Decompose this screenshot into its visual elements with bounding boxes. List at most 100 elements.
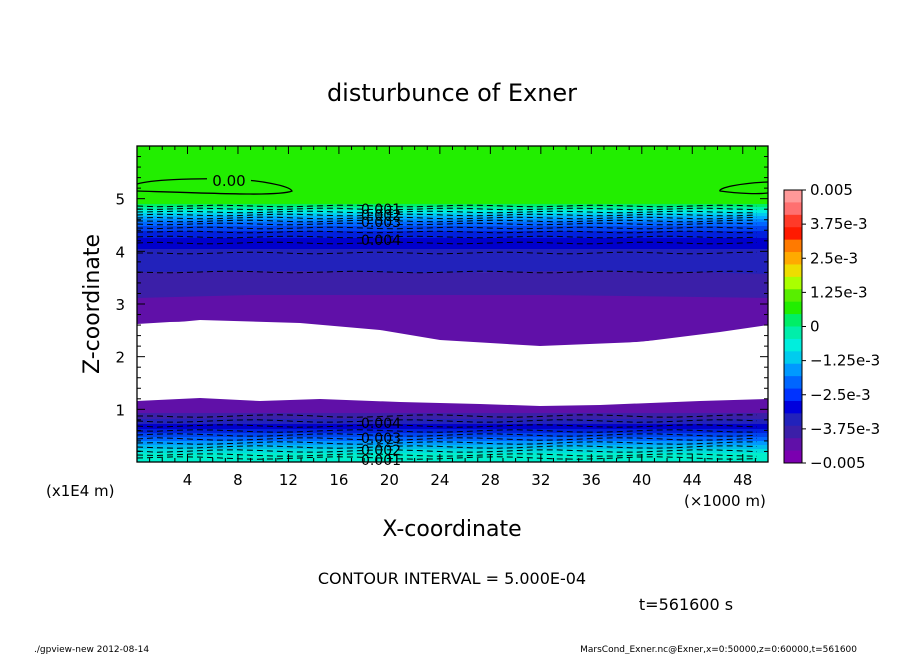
dashed-contour-bottom-10 bbox=[137, 453, 758, 457]
dashed-contour-top-4 bbox=[137, 213, 758, 217]
field-band-bottom-1 bbox=[137, 398, 768, 414]
y-axis: 1 2 3 4 5 bbox=[115, 145, 768, 463]
field-band-bottom-9 bbox=[137, 445, 768, 450]
x-axis-unit: (×1000 m) bbox=[684, 492, 766, 510]
colorbar-swatch bbox=[784, 351, 802, 365]
y-tick-label: 5 bbox=[115, 191, 125, 209]
y-tick-label: 1 bbox=[115, 401, 125, 419]
x-tick-label: 36 bbox=[582, 471, 601, 489]
y-tick-label: 3 bbox=[115, 296, 125, 314]
colorbar-label: −3.75e-3 bbox=[810, 420, 880, 438]
chart-title: disturbunce of Exner bbox=[327, 79, 577, 107]
colorbar-swatch bbox=[784, 202, 802, 216]
dashed-contour-top-13 bbox=[137, 270, 758, 274]
contour-label-top-2: 0.002 bbox=[361, 208, 401, 224]
dashed-contour-bottom-8 bbox=[137, 445, 758, 449]
colorbar-swatch bbox=[784, 239, 802, 253]
dashed-contour-bottom-11 bbox=[137, 456, 758, 460]
x-tick-label: 24 bbox=[430, 471, 449, 489]
x-tick-label: 48 bbox=[733, 471, 752, 489]
colorbar-label: 3.75e-3 bbox=[810, 215, 868, 233]
dashed-contour-top-1 bbox=[137, 204, 758, 208]
colorbar-swatch bbox=[784, 252, 802, 265]
y-tick-label: 4 bbox=[115, 243, 125, 261]
zero-contour-right bbox=[719, 181, 768, 195]
x-tick-label: 28 bbox=[481, 471, 500, 489]
colorbar-swatch bbox=[784, 363, 802, 377]
dashed-contour-top-12 bbox=[137, 251, 758, 255]
field-band-top-8 bbox=[137, 226, 768, 232]
colorbar-label: 1.25e-3 bbox=[810, 283, 868, 301]
dashed-contour-top-8 bbox=[137, 226, 758, 230]
dashed-contour-bottom-9 bbox=[137, 449, 758, 453]
footer-left: ./gpview-new 2012-08-14 bbox=[34, 645, 149, 654]
contour-interval-text: CONTOUR INTERVAL = 5.000E-04 bbox=[318, 569, 586, 588]
x-tick-label: 20 bbox=[380, 471, 399, 489]
colorbar-swatch bbox=[784, 264, 802, 278]
x-axis-title: X-coordinate bbox=[382, 517, 521, 542]
contour-label-bottom-4: 0.001 bbox=[361, 453, 401, 469]
x-tick-label: 40 bbox=[632, 471, 651, 489]
contour-label-bottom-2: 0.003 bbox=[361, 431, 401, 447]
colorbar-swatch bbox=[784, 276, 802, 290]
dashed-contour-top-5 bbox=[137, 216, 758, 220]
colorbar-swatch bbox=[784, 450, 802, 464]
dashed-contour-top-3 bbox=[137, 210, 757, 214]
zero-contour-left bbox=[137, 178, 293, 195]
contour-label-top-3: 0.003 bbox=[361, 215, 401, 231]
dashed-contour-bottom-2 bbox=[137, 419, 758, 423]
plot-field bbox=[137, 146, 768, 462]
field-band-bottom-7 bbox=[137, 437, 768, 442]
colorbar-label: 0.005 bbox=[810, 181, 853, 199]
dashed-contour-top-10 bbox=[137, 235, 758, 239]
colorbar-swatch bbox=[784, 227, 802, 241]
contour-label-top-4: 0.004 bbox=[361, 233, 401, 249]
field-band-white bbox=[137, 321, 768, 407]
colorbar-label: −1.25e-3 bbox=[810, 352, 880, 370]
zero-label-bg bbox=[207, 172, 251, 188]
colorbar-swatch bbox=[784, 314, 802, 327]
contour-label-top-1: 0.001 bbox=[361, 202, 401, 218]
colorbar-swatch bbox=[784, 425, 802, 439]
field-band-top-9 bbox=[137, 231, 768, 239]
field-band-top-5 bbox=[137, 216, 768, 220]
colorbar: 0.005 3.75e-3 2.5e-3 1.25e-3 0 −1.25e-3 −2.5e-… bbox=[783, 181, 880, 472]
y-axis-title: Z-coordinate bbox=[80, 234, 105, 374]
y-tick-label: 2 bbox=[115, 349, 125, 367]
dashed-contour-top-11 bbox=[137, 241, 758, 245]
dashed-contour-top-7 bbox=[137, 222, 758, 226]
colorbar-swatch bbox=[784, 301, 802, 315]
colorbar-swatch bbox=[784, 214, 802, 228]
field-band-bottom-3 bbox=[137, 419, 768, 425]
colorbar-swatch bbox=[784, 376, 802, 389]
colorbar-label: −2.5e-3 bbox=[810, 386, 871, 404]
contour-label-zero: 0.00 bbox=[212, 172, 245, 190]
dashed-contour-bottom-4 bbox=[137, 429, 758, 433]
field-band-bottom-6 bbox=[137, 433, 768, 438]
x-tick-label: 32 bbox=[531, 471, 550, 489]
x-axis: 4 8 12 16 20 24 28 32 36 40 44 48 bbox=[136, 146, 769, 489]
colorbar-swatch bbox=[784, 438, 802, 451]
x-tick-label: 12 bbox=[279, 471, 298, 489]
negative-contours-bottom bbox=[137, 414, 758, 460]
x-tick-label: 44 bbox=[683, 471, 702, 489]
colorbar-swatch bbox=[784, 326, 802, 340]
field-band-top-7 bbox=[137, 222, 768, 227]
dashed-contour-bottom-5 bbox=[137, 433, 758, 437]
colorbar-swatch bbox=[784, 190, 802, 203]
contour-label-bottom-3: 0.002 bbox=[361, 443, 401, 459]
colorbar-label: 2.5e-3 bbox=[810, 249, 858, 267]
x-tick-label: 16 bbox=[329, 471, 348, 489]
dashed-contour-bottom-6 bbox=[137, 437, 758, 441]
x-tick-label: 4 bbox=[183, 471, 193, 489]
colorbar-label: 0 bbox=[810, 318, 820, 336]
dashed-contour-bottom-3 bbox=[137, 424, 758, 428]
negative-contours-top bbox=[137, 204, 758, 274]
contour-label-bottom-1: 0.004 bbox=[361, 416, 401, 432]
footer-right: MarsCond_Exner.nc@Exner,x=0:50000,z=0:60… bbox=[580, 645, 857, 654]
field-band-top-11 bbox=[137, 249, 768, 275]
time-text: t=561600 s bbox=[639, 595, 733, 614]
colorbar-swatch bbox=[784, 413, 802, 427]
field-band-top-13 bbox=[137, 295, 768, 346]
